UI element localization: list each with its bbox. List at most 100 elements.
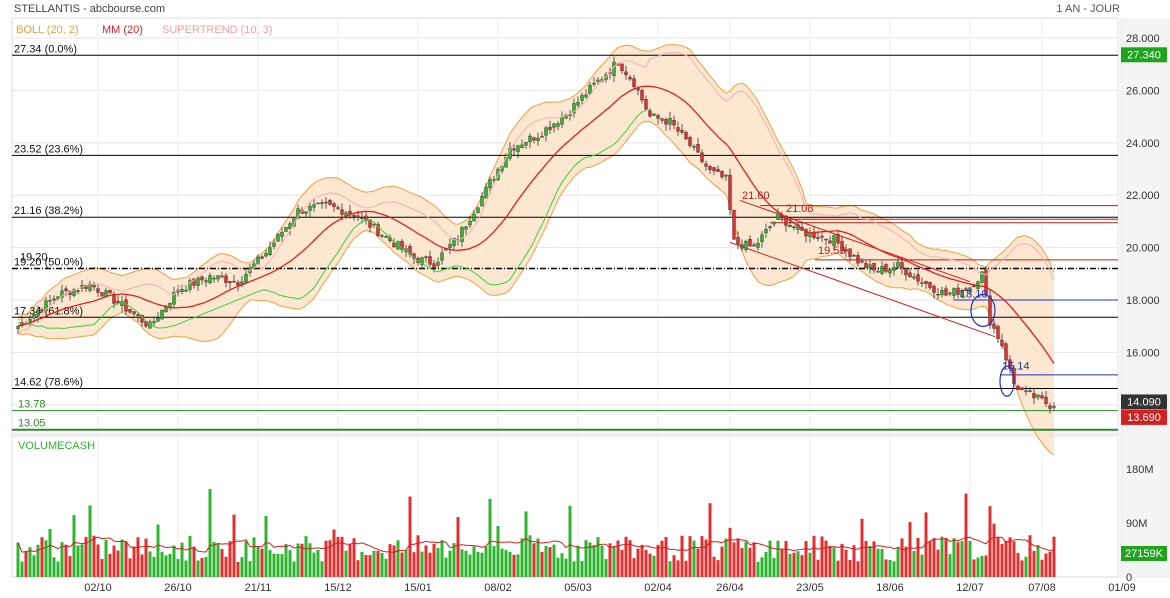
volume-bar	[220, 548, 224, 577]
volume-bar	[328, 540, 332, 577]
volume-bar	[796, 551, 800, 577]
volume-bar	[228, 541, 232, 577]
candle-body	[928, 282, 932, 288]
volume-bar	[28, 547, 32, 577]
volume-bar	[932, 538, 936, 577]
candle-body	[244, 274, 248, 283]
volume-bar	[784, 541, 788, 577]
candle-body	[484, 186, 488, 199]
candle-body	[988, 295, 992, 326]
volume-bar	[772, 558, 776, 577]
volume-bar	[352, 538, 356, 577]
x-tick-label: 01/09	[1108, 582, 1136, 594]
candle-body	[956, 287, 960, 295]
price-panel	[11, 17, 1119, 435]
volume-bar	[296, 543, 300, 577]
y-tick-label: 18.000	[1126, 295, 1160, 307]
annotation-label: 18.10	[960, 288, 988, 300]
volume-bar	[720, 546, 724, 577]
volume-bar	[512, 554, 516, 577]
candle-body	[1028, 390, 1032, 392]
volume-bar	[356, 560, 360, 577]
candle-body	[516, 145, 520, 152]
volume-badge	[1121, 546, 1167, 561]
volume-bar	[168, 553, 172, 577]
candle-body	[764, 229, 768, 234]
candle-body	[36, 310, 40, 317]
candle-body	[1052, 405, 1056, 408]
volume-bar	[800, 555, 804, 577]
legend-boll: BOLL (20, 2)	[16, 24, 79, 36]
volume-bar	[704, 539, 708, 577]
volume-bar	[216, 543, 220, 577]
volume-bar	[992, 523, 996, 577]
volume-bar	[368, 555, 372, 577]
volume-bar	[84, 537, 88, 577]
volume-bar	[816, 559, 820, 577]
candle-body	[724, 174, 728, 177]
volume-bar	[80, 544, 84, 577]
candle-body	[992, 323, 996, 329]
volume-bar	[600, 545, 604, 577]
volume-bar	[776, 540, 780, 577]
volume-bar	[560, 553, 564, 577]
volume-bar	[1048, 551, 1052, 577]
volume-bar	[44, 540, 48, 577]
candle-body	[924, 281, 928, 284]
volume-bar	[192, 546, 196, 577]
volume-bar	[848, 559, 852, 577]
volume-bar	[920, 554, 924, 577]
volume-bar	[624, 536, 628, 577]
candle-body	[320, 202, 324, 204]
candle-body	[892, 267, 896, 271]
volume-bar	[548, 547, 552, 577]
volume-bar	[212, 541, 216, 577]
candle-body	[912, 276, 916, 279]
candle-body	[316, 202, 320, 205]
volume-badge-label: 27159K	[1125, 548, 1164, 560]
candle-body	[804, 229, 808, 237]
volume-bar	[268, 549, 272, 577]
volume-bar	[988, 506, 992, 577]
volume-bar	[1044, 553, 1048, 577]
y-tick-label: 20.000	[1126, 243, 1160, 255]
candle-body	[336, 207, 340, 209]
volume-bar	[100, 559, 104, 577]
fib-label: 23.52 (23.6%)	[14, 143, 83, 155]
volume-bar	[832, 547, 836, 577]
volume-bar	[184, 560, 188, 577]
volume-bar	[724, 538, 728, 577]
volume-bar	[224, 556, 228, 577]
volume-bar	[68, 556, 72, 577]
fib-label: 27.34 (0.0%)	[14, 43, 77, 55]
volume-bar	[304, 536, 308, 577]
x-tick-label: 26/10	[164, 582, 192, 594]
candle-body	[44, 300, 48, 312]
x-tick-label: 23/05	[796, 582, 824, 594]
volume-bar	[884, 559, 888, 577]
volume-bar	[976, 557, 980, 577]
candle-body	[16, 326, 20, 330]
volume-bar	[924, 512, 928, 577]
volume-bar	[824, 540, 828, 577]
candle-body	[476, 207, 480, 213]
y-tick-label: 16.000	[1126, 347, 1160, 359]
candle-body	[324, 201, 328, 204]
volume-bar	[812, 535, 816, 577]
candle-body	[1032, 392, 1036, 399]
candle-body	[548, 126, 552, 130]
candle-body	[648, 110, 652, 117]
volume-bar	[516, 554, 520, 577]
volume-bar	[276, 553, 280, 577]
legend-mm: MM (20)	[102, 24, 143, 36]
candle-body	[840, 240, 844, 252]
volume-tick-label: 90M	[1126, 518, 1147, 530]
candle-body	[272, 242, 276, 247]
volume-bar	[664, 536, 668, 577]
candle-body	[768, 226, 772, 229]
volume-bar	[244, 540, 248, 577]
supertrend-line	[17, 52, 1055, 336]
volume-bar	[552, 544, 556, 577]
circle-marker	[970, 293, 996, 328]
candle-body	[544, 127, 548, 136]
